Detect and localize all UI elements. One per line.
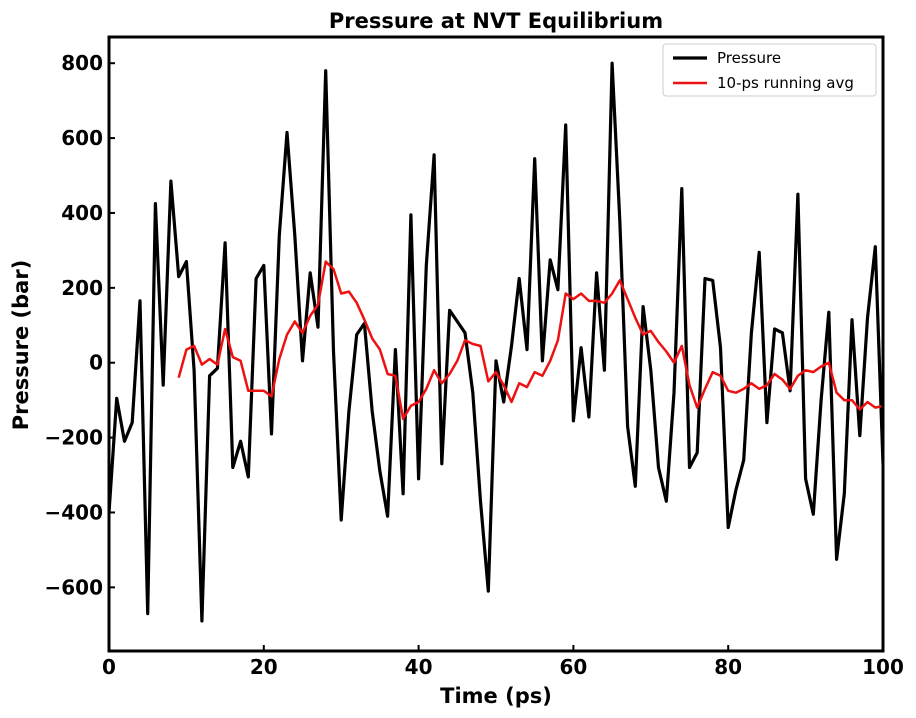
plot-area [109,61,883,623]
y-tick-label: 600 [61,126,103,150]
legend-box [662,43,877,97]
y-tick-label: 800 [61,51,103,75]
legend: Pressure 10-ps running avg [662,43,877,97]
legend-label: 10-ps running avg [717,74,854,92]
x-axis-label: Time (ps) [440,684,552,708]
x-tick-label: 100 [862,655,904,679]
y-tick-label: 0 [89,351,103,375]
x-tick-label: 60 [559,655,587,679]
x-tick-label: 80 [714,655,742,679]
y-tick-label: −400 [44,500,103,524]
x-tick-label: 20 [250,655,278,679]
chart-title: Pressure at NVT Equilibrium [329,9,663,33]
series-line-running-avg [177,260,883,421]
legend-label: Pressure [717,49,781,67]
x-tick-label: 40 [405,655,433,679]
y-tick-label: −600 [44,575,103,599]
axes-frame [107,35,885,653]
x-tick-label: 0 [102,655,116,679]
y-axis-label: Pressure (bar) [9,260,33,431]
axes: 0 20 40 60 80 100 −600 −400 −200 0 200 400 600 800 [44,35,904,679]
y-tick-label: 400 [61,201,103,225]
y-tick-label: −200 [44,426,103,450]
series-line-pressure [109,61,883,623]
y-tick-label: 200 [61,276,103,300]
